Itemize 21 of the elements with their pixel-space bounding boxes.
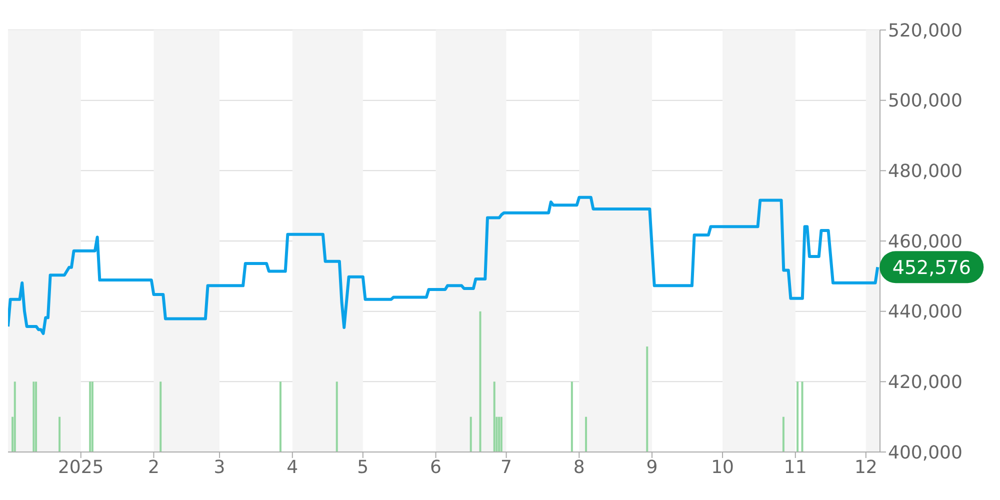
x-tick-label: 7 (500, 456, 512, 478)
y-tick-label: 440,000 (888, 302, 962, 323)
x-tick-label: 11 (784, 456, 807, 478)
y-tick-label: 420,000 (888, 372, 962, 394)
y-tick-label: 480,000 (888, 161, 962, 182)
annotation: 452,576 (892, 257, 971, 280)
y-tick-label: 520,000 (888, 20, 962, 42)
y-tick-label: 500,000 (888, 90, 962, 112)
line-series (8, 196, 880, 335)
x-tick-label: 2025 (58, 456, 104, 478)
x-tick-label: 4 (286, 456, 298, 478)
x-tick-label: 5 (357, 456, 369, 478)
x-tick-label: 9 (646, 456, 658, 478)
x-tick-label: 2 (148, 456, 160, 478)
x-tick-label: 3 (214, 456, 226, 478)
y-tick-label: 460,000 (888, 231, 962, 252)
x-tick-label: 6 (430, 456, 442, 478)
x-tick-label: 12 (854, 456, 878, 478)
x-tick-label: 10 (711, 456, 734, 478)
x-tick-label: 8 (573, 456, 585, 478)
y-tick-label: 400,000 (888, 442, 962, 464)
